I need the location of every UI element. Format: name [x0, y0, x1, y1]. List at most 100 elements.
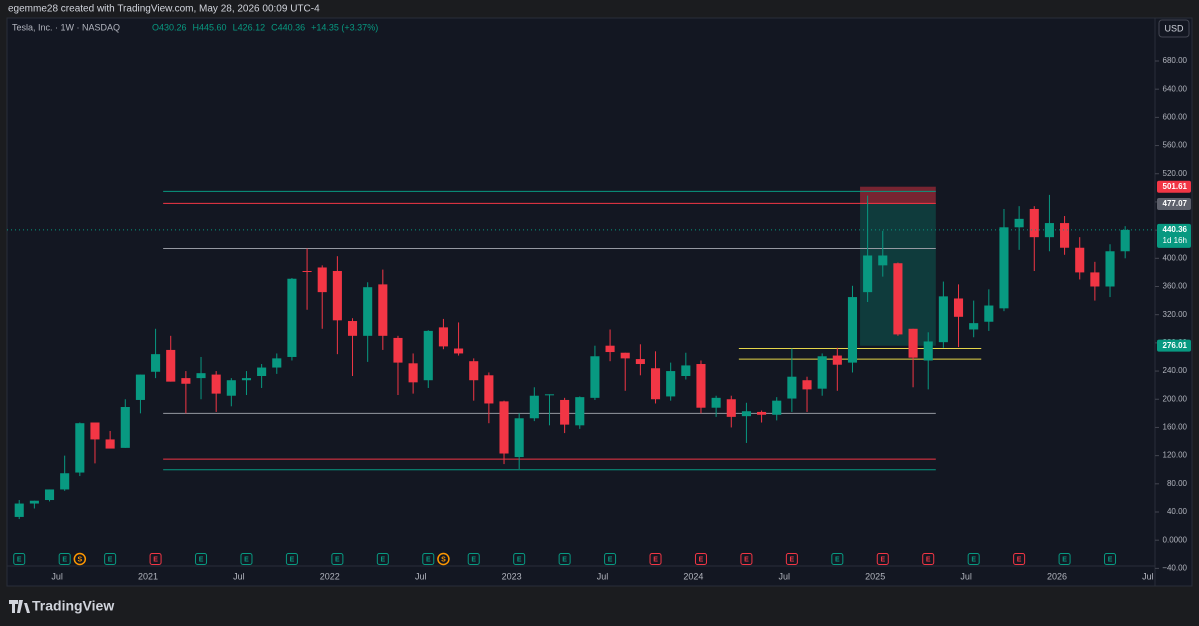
candle-body [938, 296, 948, 343]
event-icon [331, 553, 344, 565]
ohlc-value: C440.36 [271, 22, 305, 32]
event-icon [740, 553, 753, 565]
x-tick-label: 2025 [865, 571, 885, 581]
event-icon [73, 552, 87, 566]
candle-body [211, 374, 221, 394]
candle-body [908, 328, 918, 358]
candle-body [29, 500, 39, 504]
candle-body [287, 278, 297, 357]
candle-body [969, 323, 979, 330]
logo-icon [9, 600, 30, 613]
candle-body [378, 284, 388, 336]
candle-body [514, 418, 524, 458]
candle-body [1075, 247, 1085, 273]
event-icon [649, 553, 662, 565]
candle-body [272, 358, 282, 368]
event-label: E [562, 556, 567, 563]
y-tick-label: 360.00 [1163, 282, 1188, 291]
y-tick-label: 320.00 [1163, 310, 1188, 319]
candle-body [393, 337, 403, 363]
price-badge-label: 276.01 [1163, 341, 1188, 350]
event-icon [513, 553, 526, 565]
attribution: egemme28 created with TradingView.com, M… [8, 4, 320, 15]
candle-body [953, 298, 964, 317]
candle-body [620, 352, 630, 359]
event-icon [1013, 553, 1026, 565]
event-label: S [441, 556, 446, 563]
y-tick-label: 0.0000 [1163, 535, 1188, 544]
event-icon [437, 552, 450, 566]
stop-zone [860, 186, 936, 204]
event-icon [785, 553, 798, 565]
price-badge-label: 440.36 [1163, 225, 1188, 234]
currency-button[interactable] [1158, 19, 1190, 38]
event-label: E [17, 556, 22, 563]
event-icon [467, 553, 480, 565]
candle-body [499, 401, 509, 454]
event-label: E [426, 556, 431, 563]
price-badge [1157, 180, 1191, 193]
event-icon [876, 553, 889, 565]
candle-body [711, 397, 721, 408]
y-tick-label: 240.00 [1163, 366, 1188, 375]
candle-body [984, 305, 994, 322]
x-tick-label: Jul [415, 571, 427, 581]
event-icon [422, 553, 435, 565]
event-label: S [77, 556, 82, 563]
event-label: E [608, 556, 613, 563]
y-tick-label: −40.00 [1162, 563, 1187, 572]
candle-body [75, 423, 85, 473]
candle-body [696, 364, 706, 408]
event-label: E [517, 556, 522, 563]
x-tick-label: Jul [51, 571, 63, 581]
x-tick-label: 2026 [1047, 571, 1067, 581]
price-badge-label: 501.61 [1163, 182, 1188, 191]
candle-body [529, 395, 539, 419]
x-tick-label: Jul [779, 571, 791, 581]
y-tick-label: 640.00 [1163, 84, 1188, 93]
event-label: E [699, 556, 704, 563]
x-tick-label: Jul [597, 571, 609, 581]
candle-body [666, 371, 676, 397]
candle-body [317, 267, 327, 293]
y-tick-label: 560.00 [1163, 141, 1188, 150]
candle-body [560, 399, 570, 425]
event-label: E [1108, 556, 1113, 563]
event-icon [149, 553, 162, 565]
event-label: E [744, 556, 749, 563]
y-tick-label: 600.00 [1163, 112, 1188, 121]
event-label: E [62, 556, 67, 563]
event-label: E [1062, 556, 1067, 563]
event-icon [558, 553, 571, 565]
x-tick-label: 2023 [502, 571, 522, 581]
candle-body [484, 375, 494, 404]
candle-body [166, 349, 176, 382]
ohlc-value: L426.12 [233, 22, 266, 32]
candle-body [832, 355, 842, 365]
event-icon [1104, 553, 1117, 565]
candle-body [1105, 251, 1115, 287]
currency: USD [1164, 23, 1184, 33]
event-icon [58, 553, 71, 565]
price-badge [1157, 197, 1191, 210]
event-label: E [153, 556, 158, 563]
candle-body [226, 380, 236, 396]
candle-body [757, 411, 767, 415]
event-label: E [926, 556, 931, 563]
event-label: E [471, 556, 476, 563]
y-tick-label: 80.00 [1167, 479, 1188, 488]
event-icon [13, 553, 26, 565]
candle-body [135, 374, 145, 400]
candle-body [681, 365, 691, 376]
candle-body [787, 376, 797, 399]
price-badge [1157, 223, 1191, 248]
candle-body [923, 341, 933, 361]
candle-body [302, 270, 312, 272]
x-tick-label: Jul [1142, 571, 1154, 581]
candle-body [120, 407, 130, 448]
candle-body [878, 255, 888, 266]
event-icon [104, 553, 117, 565]
ohlc-value: +14.35 (+3.37%) [311, 22, 378, 32]
candle-body [741, 411, 751, 417]
